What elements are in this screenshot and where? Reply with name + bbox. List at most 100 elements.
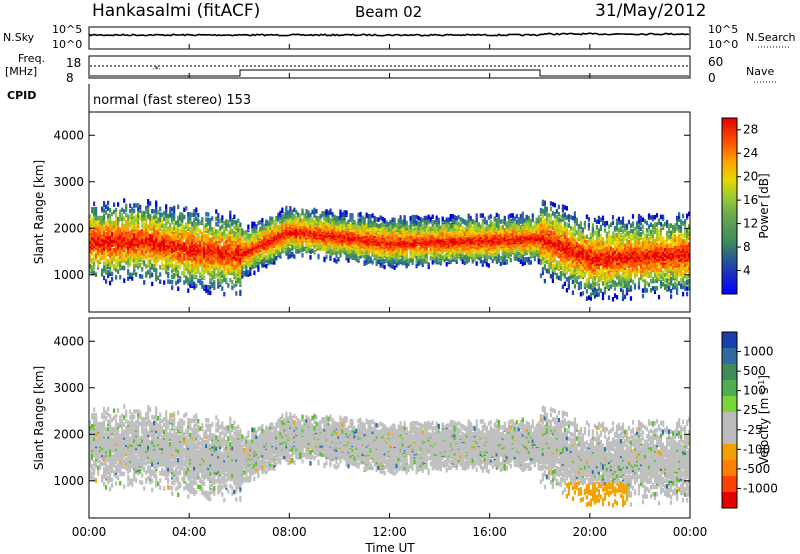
power-cell xyxy=(221,215,224,220)
power-cell xyxy=(419,217,422,222)
power-cell xyxy=(221,269,224,275)
power-cell xyxy=(255,231,258,237)
power-cell xyxy=(189,263,192,268)
power-cell xyxy=(155,273,158,278)
power-cell xyxy=(213,267,216,272)
power-cell xyxy=(139,248,142,253)
power-cell xyxy=(221,279,224,284)
power-cell xyxy=(133,208,136,214)
power-cell xyxy=(139,252,142,257)
power-cell xyxy=(147,259,150,264)
power-cell xyxy=(231,279,234,285)
power-cell xyxy=(273,225,276,231)
power-cell xyxy=(115,231,118,236)
power-cell xyxy=(145,255,148,260)
power-cell xyxy=(291,209,294,215)
power-cell xyxy=(267,220,270,226)
power-cell xyxy=(275,250,278,255)
power-cell xyxy=(273,220,276,225)
power-cell xyxy=(301,218,304,224)
power-cell xyxy=(125,207,128,212)
power-cell xyxy=(411,214,414,220)
power-cell xyxy=(359,211,362,217)
power-cell xyxy=(103,261,106,266)
power-cell xyxy=(151,272,154,278)
power-cell xyxy=(163,256,166,262)
power-cell xyxy=(237,235,240,240)
power-cell xyxy=(143,260,146,265)
power-cell xyxy=(281,246,284,251)
power-cell xyxy=(173,205,176,211)
power-cell xyxy=(207,212,210,217)
power-cell xyxy=(145,224,148,229)
power-cell xyxy=(337,220,340,225)
power-cell xyxy=(441,255,444,260)
power-cell xyxy=(355,222,358,228)
power-cell xyxy=(185,206,188,211)
power-cell xyxy=(239,280,242,286)
power-cell xyxy=(189,215,192,221)
power-cell xyxy=(379,215,382,220)
power-cell xyxy=(271,246,274,252)
power-cell xyxy=(121,265,124,271)
power-cell xyxy=(115,262,118,267)
power-cell xyxy=(169,235,172,241)
power-cell xyxy=(357,218,360,223)
power-cell xyxy=(205,212,208,217)
power-cell xyxy=(395,263,398,268)
power-cell xyxy=(333,214,336,219)
power-cell xyxy=(137,203,140,208)
power-cell xyxy=(117,202,120,207)
power-cell xyxy=(315,215,318,221)
power-cell xyxy=(139,215,142,221)
power-cell xyxy=(341,223,344,228)
power-cell xyxy=(275,255,278,261)
power-cell xyxy=(199,278,202,284)
power-cell xyxy=(207,290,210,295)
power-cell xyxy=(277,252,280,258)
power-cell xyxy=(149,214,152,219)
power-cell xyxy=(247,270,250,275)
power-cell xyxy=(235,291,238,296)
power-cell xyxy=(141,232,144,237)
power-cell xyxy=(243,230,246,236)
power-cell xyxy=(165,255,168,260)
power-cell xyxy=(283,248,286,254)
power-cell xyxy=(161,219,164,225)
power-cell xyxy=(121,249,124,254)
power-cell xyxy=(133,257,136,263)
power-cell xyxy=(191,232,194,237)
power-cell xyxy=(109,222,112,228)
power-cell xyxy=(111,211,114,217)
power-cell xyxy=(421,223,424,229)
power-cell xyxy=(243,270,246,276)
power-cell xyxy=(437,217,440,223)
power-cell xyxy=(115,216,118,222)
power-cell xyxy=(331,216,334,221)
power-cell xyxy=(269,245,272,250)
power-cell xyxy=(121,256,124,262)
power-cell xyxy=(211,270,214,276)
power-cell xyxy=(425,245,428,251)
power-cell xyxy=(125,220,128,225)
power-cell xyxy=(189,212,192,217)
power-cell xyxy=(207,217,210,223)
power-cell xyxy=(117,225,120,231)
power-cell xyxy=(223,266,226,271)
power-cell xyxy=(223,240,226,246)
power-cell xyxy=(115,213,118,218)
power-cell xyxy=(305,212,308,217)
power-cell xyxy=(263,257,266,262)
power-cell xyxy=(157,275,160,280)
power-cell xyxy=(237,224,240,229)
power-cell xyxy=(171,227,174,232)
power-cell xyxy=(181,258,184,263)
power-cell xyxy=(313,250,316,255)
power-cell xyxy=(93,254,96,259)
power-cell xyxy=(211,216,214,221)
power-cell xyxy=(147,246,150,251)
power-cell xyxy=(125,203,128,209)
power-cell xyxy=(91,258,94,263)
power-cell xyxy=(189,266,192,272)
power-cell xyxy=(93,230,96,236)
